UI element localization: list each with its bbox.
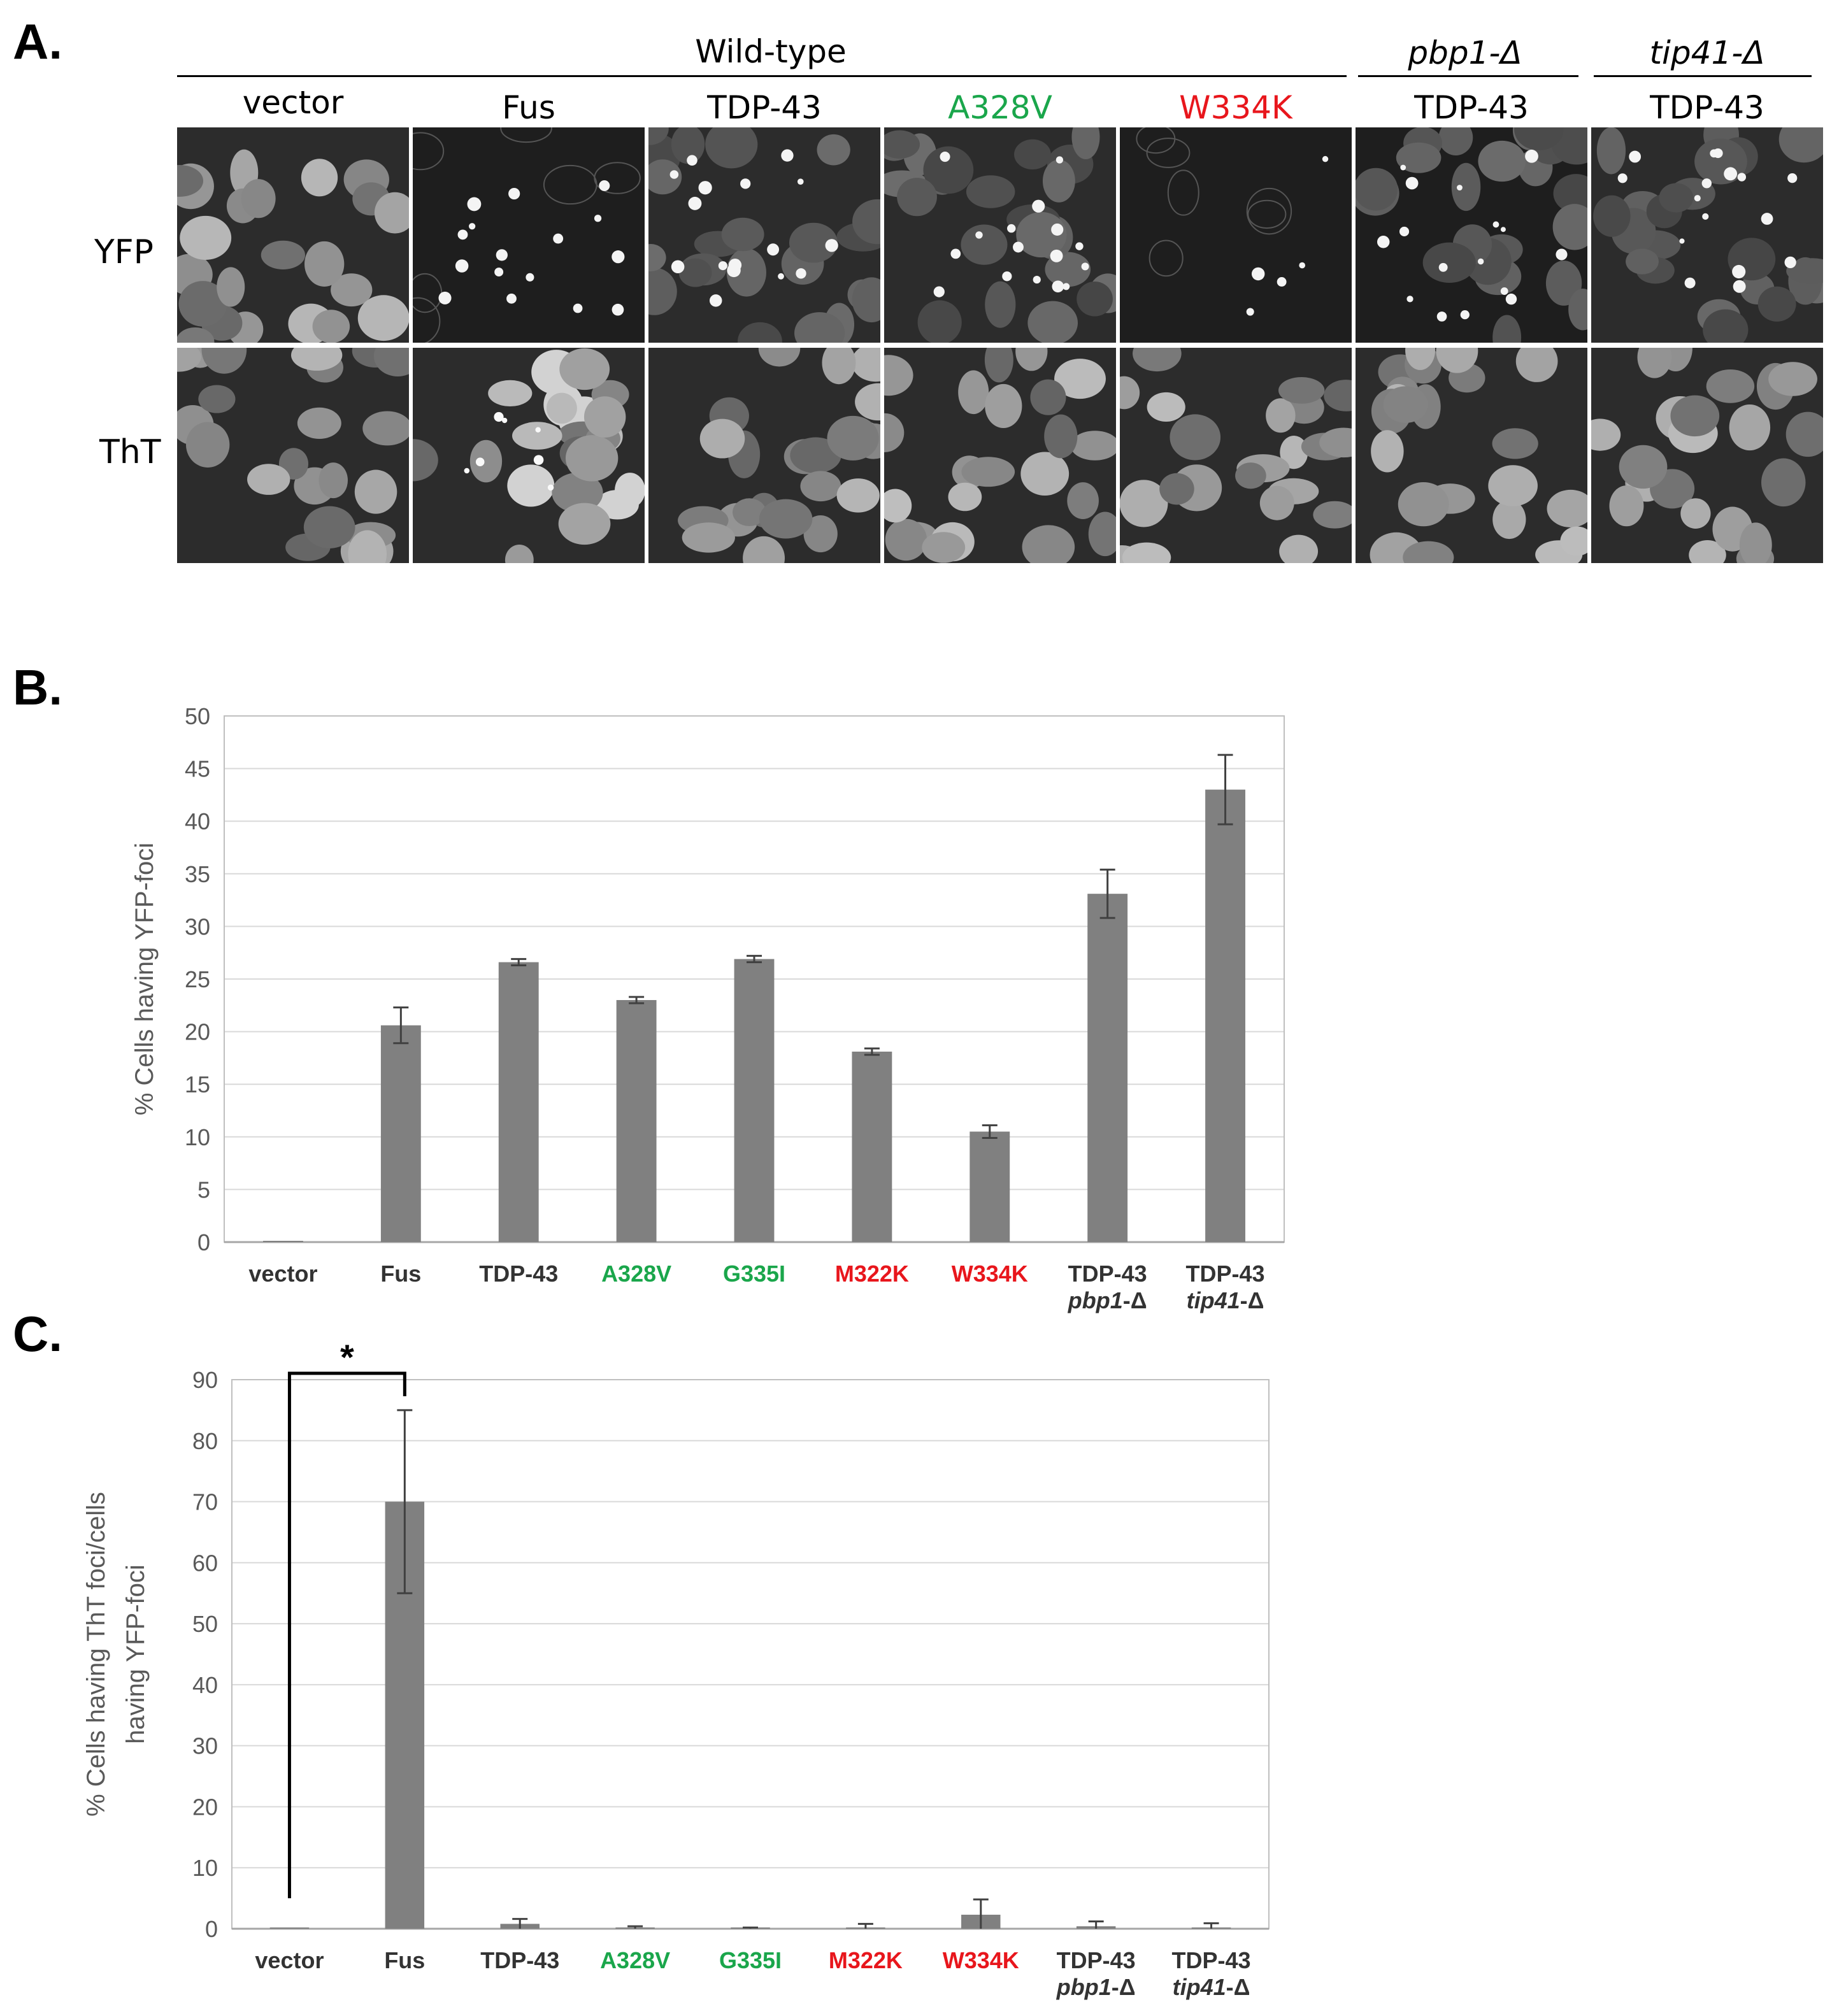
chart-c-ytick-label: 70 [192,1489,218,1515]
group-header-wild-type: Wild-type [695,33,847,70]
column-label-tdp43: TDP-43 [707,89,822,126]
chart-b-ytick-label: 30 [185,913,210,940]
micrograph-yfp-vector [177,127,409,343]
chart-c-xtick-label: Fus [384,1947,425,1973]
chart-b-bar [498,962,539,1242]
chart-c-ytick-label: 90 [192,1367,218,1393]
chart-b-ytick-label: 10 [185,1124,210,1150]
chart-b-svg: 0 5 10 15 20 25 30 35 40 45 50 vector Fus TDP-43 A328V… [131,703,1285,1313]
chart-c-ytick-label: 20 [192,1794,218,1820]
micrograph-yfp-fus [413,127,645,343]
chart-c-svg: 0 10 20 30 40 50 60 70 80 90 vector Fus TDP-43 A328V G… [82,1344,1270,2000]
chart-c: 0 10 20 30 40 50 60 70 80 90 vector Fus TDP-43 A328V G… [0,1344,1338,2013]
chart-b-bar [970,1131,1010,1242]
chart-c-ytick-label: 30 [192,1733,218,1759]
chart-b-ytick-label: 40 [185,808,210,834]
chart-c-ytick-label: 80 [192,1428,218,1454]
chart-c-significance-bracket [287,1371,406,1899]
chart-b-bar [734,959,775,1242]
chart-c-y-axis-label: having YFP-foci [122,1564,150,1744]
micrograph-tht-w334k [1120,348,1352,563]
chart-c-ytick-label: 60 [192,1550,218,1576]
chart-c-xtick-sublabel: tip41-Δ [1173,1974,1250,2000]
micrograph-tht-vector [177,348,409,563]
chart-c-xtick-label: TDP-43 [1172,1947,1251,1973]
chart-b-bar [380,1025,421,1242]
chart-c-xtick-label: TDP-43 [1057,1947,1136,1973]
chart-c-xtick-label: W334K [943,1947,1019,1973]
chart-b-xtick-sublabel: pbp1-Δ [1068,1287,1147,1313]
micrograph-yfp-tdp43-tip41 [1591,127,1823,343]
chart-b-bar [616,1000,657,1242]
group-rule-tip41 [1594,75,1812,77]
chart-b-xtick-label: vector [248,1261,317,1287]
chart-c-ytick-label: 50 [192,1611,218,1637]
group-header-tip41: tip41-Δ [1649,34,1765,71]
micrograph-yfp-tdp43 [648,127,880,343]
chart-b-xtick-label: W334K [952,1261,1028,1287]
group-rule-wild-type [177,75,1347,77]
group-header-pbp1: pbp1-Δ [1408,34,1522,71]
micrograph-tht-tdp43 [648,348,880,563]
column-label-a328v: A328V [948,89,1052,126]
chart-c-significance-star: * [340,1344,354,1377]
chart-c-ytick-label: 10 [192,1855,218,1881]
chart-c-y-axis-label: % Cells having ThT foci/cells [82,1492,110,1817]
chart-c-xtick-sublabel: pbp1-Δ [1056,1974,1136,2000]
micrograph-yfp-tdp43-pbp1 [1356,127,1587,343]
panel-c-letter: C. [13,1306,62,1362]
chart-b-ytick-label: 25 [185,966,210,992]
chart-c-ytick-label: 40 [192,1672,218,1698]
column-label-tdp43-pbp1: TDP-43 [1414,89,1529,126]
panel-a-letter: A. [13,13,62,69]
column-label-fus: Fus [502,89,555,126]
micrograph-tht-tdp43-tip41 [1591,348,1823,563]
micrograph-yfp-w334k [1120,127,1352,343]
chart-c-xtick-label: TDP-43 [480,1947,559,1973]
chart-c-xtick-label: G335I [719,1947,782,1973]
micrograph-tht-a328v [884,348,1116,563]
row-label-tht: ThT [99,433,161,471]
chart-b-xtick-label: TDP-43 [1186,1261,1265,1287]
chart-b-ytick-label: 35 [185,861,210,887]
row-label-yfp: YFP [94,233,154,271]
chart-b-xtick-label: Fus [380,1261,421,1287]
chart-c-xtick-label: A328V [600,1947,670,1973]
chart-b: 0 5 10 15 20 25 30 35 40 45 50 vector Fus TDP-43 A328V… [0,694,1338,1331]
chart-b-ytick-label: 20 [185,1019,210,1045]
chart-b-xtick-sublabel: tip41-Δ [1187,1287,1264,1313]
group-rule-pbp1 [1358,75,1578,77]
micrograph-tht-fus [413,348,645,563]
chart-b-bar [263,1241,303,1242]
column-label-tdp43-tip41: TDP-43 [1650,89,1764,126]
chart-b-bar [1087,894,1128,1242]
chart-b-bar [1205,789,1245,1242]
chart-b-ytick-label: 0 [197,1229,210,1255]
chart-b-ytick-label: 5 [197,1176,210,1203]
chart-b-xtick-label: G335I [723,1261,785,1287]
micrograph-tht-tdp43-pbp1 [1356,348,1587,563]
chart-c-bar [269,1927,310,1929]
chart-c-xtick-label: vector [255,1947,324,1973]
chart-c-xtick-label: M322K [829,1947,903,1973]
chart-b-xtick-label: M322K [835,1261,909,1287]
micrograph-yfp-a328v [884,127,1116,343]
chart-b-xtick-label: TDP-43 [1068,1261,1147,1287]
chart-b-bar [852,1051,892,1242]
chart-b-xtick-label: A328V [601,1261,671,1287]
chart-b-y-axis-label: % Cells having YFP-foci [131,843,159,1115]
chart-b-ytick-label: 50 [185,703,210,729]
panel-b-letter: B. [13,659,62,715]
chart-b-ytick-label: 15 [185,1071,210,1097]
chart-b-ytick-label: 45 [185,756,210,782]
column-label-w334k: W334K [1179,89,1292,126]
chart-b-xtick-label: TDP-43 [479,1261,558,1287]
chart-c-ytick-label: 0 [205,1916,218,1942]
column-label-vector: vector [242,84,344,121]
